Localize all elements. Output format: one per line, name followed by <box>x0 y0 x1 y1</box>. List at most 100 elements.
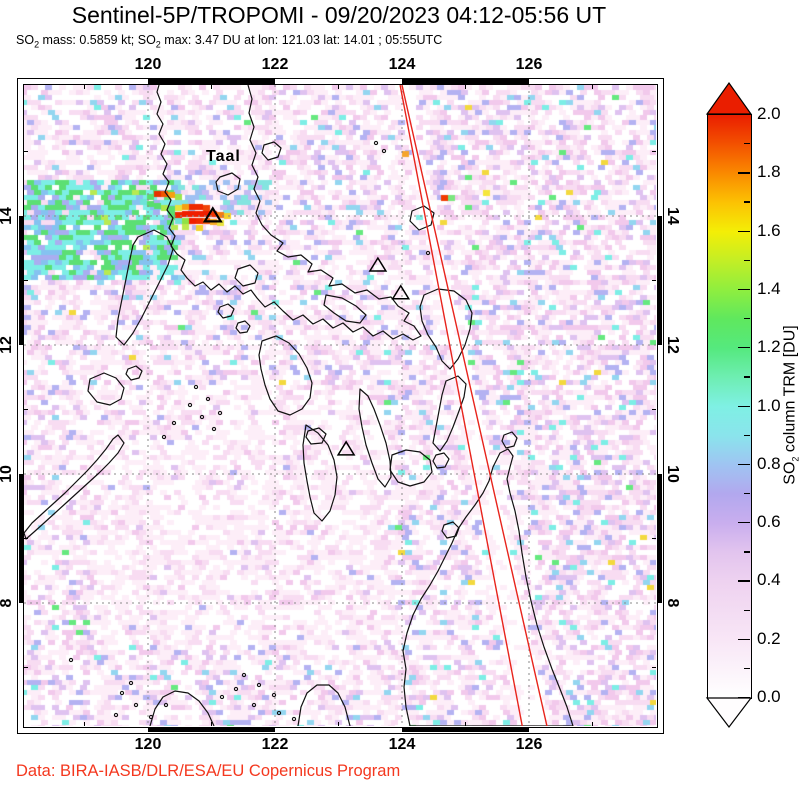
axis-minor-ticks <box>24 85 656 726</box>
neatline-black-segment <box>18 474 24 603</box>
colorbar-major-tick <box>738 463 750 466</box>
colorbar-axis-label: SO2 column TRM [DU] <box>781 325 801 485</box>
neatline-black-segment <box>402 727 529 732</box>
islet <box>251 702 257 708</box>
lat-tick-label-left: 8 <box>0 599 16 608</box>
colorbar-tick-label: 0.0 <box>757 687 781 706</box>
colorbar-major-tick <box>738 638 750 640</box>
coastline-path <box>156 85 422 341</box>
lat-tick-label-right: 8 <box>664 598 681 608</box>
colorbar-major-tick <box>738 347 750 349</box>
colorbar-major-tick <box>738 405 750 407</box>
map-border <box>23 84 658 728</box>
colorbar-minor-tick <box>744 609 750 611</box>
coastline-path <box>432 375 467 452</box>
colorbar-tick-label: 1.2 <box>757 337 781 357</box>
coastline-path <box>234 264 259 287</box>
orbit-edge-lines <box>399 85 548 726</box>
volcano-triangle-icon <box>391 284 411 300</box>
lat-tick-label-right: 12 <box>664 336 681 354</box>
coastline-path <box>305 427 327 445</box>
islet <box>291 716 297 722</box>
colorbar-minor-tick <box>744 667 750 670</box>
islet <box>187 402 193 408</box>
islet <box>68 657 74 663</box>
islet <box>219 694 225 700</box>
islet <box>276 710 282 716</box>
coastline-path <box>149 690 215 726</box>
colorbar-minor-tick <box>744 259 750 262</box>
coastline-path <box>24 434 125 540</box>
taal-volcano-label: Taal <box>206 148 241 165</box>
islet <box>425 250 431 256</box>
colorbar-tick-label: 1.0 <box>757 395 781 415</box>
lon-tick-label-top: 122 <box>261 56 289 73</box>
graticule <box>24 85 656 726</box>
coastline <box>24 85 574 726</box>
colorbar-minor-tick <box>744 318 750 320</box>
coastline-path <box>115 229 174 346</box>
data-credit: Data: BIRA-IASB/DLR/ESA/EU Copernicus Pr… <box>16 762 401 780</box>
coastline-path <box>302 424 338 522</box>
neatline-right <box>657 85 662 726</box>
islet <box>161 434 167 440</box>
colorbar-major-tick <box>738 172 750 174</box>
colorbar-tick-label: 1.6 <box>757 220 781 240</box>
coastline-path <box>419 288 473 370</box>
islet <box>373 140 379 146</box>
neatline-top <box>24 79 656 84</box>
orbit-edge-line <box>399 85 523 726</box>
neatline-black-segment <box>148 79 275 84</box>
colorbar-minor-tick <box>744 434 750 436</box>
lat-tick-label-right: 10 <box>664 465 681 483</box>
coastline-path <box>258 335 313 416</box>
islet <box>128 680 134 686</box>
lat-tick-label-left: 14 <box>0 207 15 225</box>
lon-tick-label-bottom: 120 <box>134 736 162 753</box>
colorbar-minor-tick <box>744 201 750 203</box>
volcano-triangle-icon <box>368 256 388 272</box>
lon-tick-label-bottom: 122 <box>261 736 289 753</box>
volcano-triangle-icon <box>202 206 223 223</box>
colorbar-minor-tick <box>744 492 750 495</box>
islet <box>381 148 387 154</box>
volcano-markers <box>202 206 411 456</box>
coastline-path <box>297 684 351 726</box>
colorbar-tick-label: 0.4 <box>757 570 781 590</box>
coastline-path <box>501 431 518 449</box>
islet <box>241 672 247 678</box>
page-title: Sentinel-5P/TROPOMI - 09/20/2023 04:12-0… <box>71 2 607 28</box>
neatline-black-segment <box>18 216 24 345</box>
colorbar-major-tick <box>738 288 750 291</box>
map-overlay <box>24 85 656 726</box>
colorbar-minor-tick <box>744 551 750 553</box>
islet <box>113 712 119 718</box>
coastline-path <box>125 365 143 381</box>
lon-tick-label-bottom: 126 <box>515 736 543 753</box>
so2-summary-line: SO2 mass: 0.5859 kt; SO2 max: 3.47 DU at… <box>16 33 443 50</box>
coastline-path <box>261 141 282 161</box>
colorbar-tick-label: 1.8 <box>757 162 781 182</box>
colorbar-tick-label: 0.8 <box>757 453 781 473</box>
lon-tick-label-bottom: 124 <box>388 736 416 753</box>
coastline-path <box>409 205 435 231</box>
orbit-edge-line <box>401 85 548 726</box>
coastline-path <box>87 372 125 406</box>
neatline-black-segment <box>657 474 662 603</box>
coastline-path <box>358 388 392 488</box>
colorbar-major-tick <box>738 230 750 232</box>
lat-tick-label-right: 14 <box>664 207 681 225</box>
coastline-path <box>235 320 251 334</box>
coastline-path <box>441 521 460 539</box>
islet <box>163 702 169 708</box>
so2-pixel-field <box>24 85 656 726</box>
small-islands <box>68 140 431 722</box>
volcano-triangle-icon <box>336 440 356 456</box>
colorbar-tick-label: 1.4 <box>757 278 781 298</box>
coastline-path <box>215 172 241 196</box>
lat-tick-label-left: 12 <box>0 336 15 354</box>
colorbar-minor-tick <box>744 143 750 145</box>
islet <box>133 702 139 708</box>
colorbar-tick-label: 0.6 <box>757 512 781 532</box>
